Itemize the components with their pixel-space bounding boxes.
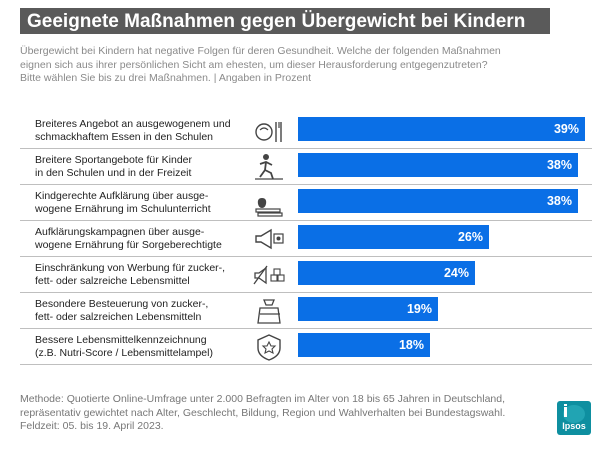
bar-value-label: 24% <box>443 266 469 280</box>
category-label-line: Besondere Besteuerung von zucker-, <box>35 298 209 310</box>
no-advertising-icon <box>252 260 286 290</box>
category-label-line: (z.B. Nutri-Score / Lebensmittelampel) <box>35 347 213 359</box>
bar <box>298 117 585 141</box>
bar-value-label: 38% <box>546 194 572 208</box>
bar <box>298 225 489 249</box>
category-label: Aufklärungskampagnen über ausge-wogene E… <box>35 226 250 252</box>
subtitle-line: Übergewicht bei Kindern hat negative Fol… <box>20 45 501 57</box>
row-separator <box>20 184 592 185</box>
footer-line: Methode: Quotierte Online-Umfrage unter … <box>20 393 506 405</box>
sport-runner-icon <box>252 152 286 182</box>
category-label-line: fett- oder salzreichen Lebensmitteln <box>35 311 202 323</box>
bar-value-label: 19% <box>406 302 432 316</box>
bar <box>298 189 578 213</box>
category-label: Breiteres Angebot an ausgewogenem und sch… <box>35 118 250 144</box>
row-separator <box>20 364 592 365</box>
category-label-line: Einschränkung von Werbung für zucker-, <box>35 262 226 274</box>
category-label: Breitere Sportangebote für Kinder in den … <box>35 154 250 180</box>
bar <box>298 297 438 321</box>
row-separator <box>20 220 592 221</box>
megaphone-icon <box>252 224 286 254</box>
category-label: Bessere Lebensmittelkennzeichnung (z.B. N… <box>35 334 250 360</box>
food-plate-icon <box>252 116 286 146</box>
chart-subtitle: Übergewicht bei Kindern hat negative Fol… <box>20 45 580 86</box>
tax-bag-icon <box>252 296 286 326</box>
row-separator <box>20 148 592 149</box>
category-label-line: wogene Ernährung für Sorgeberechtigte <box>35 239 222 251</box>
bar <box>298 261 475 285</box>
category-label-line: Kindgerechte Aufklärung über ausge- <box>35 190 209 202</box>
bar-value-label: 38% <box>546 158 572 172</box>
row-separator <box>20 292 592 293</box>
subtitle-line: Bitte wählen Sie bis zu drei Maßnahmen. … <box>20 72 312 84</box>
nutri-score-badge-icon <box>252 332 286 362</box>
row-separator <box>20 256 592 257</box>
category-label-line: Bessere Lebensmittelkennzeichnung <box>35 334 207 346</box>
bar-value-label: 18% <box>398 338 424 352</box>
bar <box>298 153 578 177</box>
apple-books-icon <box>252 188 286 218</box>
bar-value-label: 26% <box>457 230 483 244</box>
chart-title: Geeignete Maßnahmen gegen Übergewicht be… <box>27 11 526 32</box>
row-separator <box>20 328 592 329</box>
category-label: Besondere Besteuerung von zucker-, fett- … <box>35 298 250 324</box>
category-label: Kindgerechte Aufklärung über ausge-wogen… <box>35 190 250 216</box>
footer-line: Feldzeit: 05. bis 19. April 2023. <box>20 420 164 432</box>
bar <box>298 333 430 357</box>
subtitle-line: eignen sich aus ihrer persönlichen Sicht… <box>20 58 488 71</box>
logo-wordmark: Ipsos <box>562 421 586 431</box>
methodology-note: Methode: Quotierte Online-Umfrage unter … <box>20 393 540 434</box>
title-band <box>20 8 550 34</box>
category-label-line: Aufklärungskampagnen über ausge- <box>35 226 205 238</box>
category-label-line: wogene Ernährung im Schulunterricht <box>35 203 211 215</box>
ipsos-logo: Ipsos <box>557 401 591 435</box>
footer-line: repräsentativ gewichtet nach Alter, Gesc… <box>20 406 506 419</box>
category-label-line: schmackhaftem Essen in den Schulen <box>35 131 214 143</box>
category-label: Einschränkung von Werbung für zucker-, fe… <box>35 262 250 288</box>
category-label-line: Breiteres Angebot an ausgewogenem und <box>35 118 231 130</box>
category-label-line: in den Schulen und in der Freizeit <box>35 167 192 179</box>
category-label-line: Breitere Sportangebote für Kinder <box>35 154 193 166</box>
category-label-line: fett- oder salzreiche Lebensmittel <box>35 275 190 287</box>
bar-value-label: 39% <box>553 122 579 136</box>
